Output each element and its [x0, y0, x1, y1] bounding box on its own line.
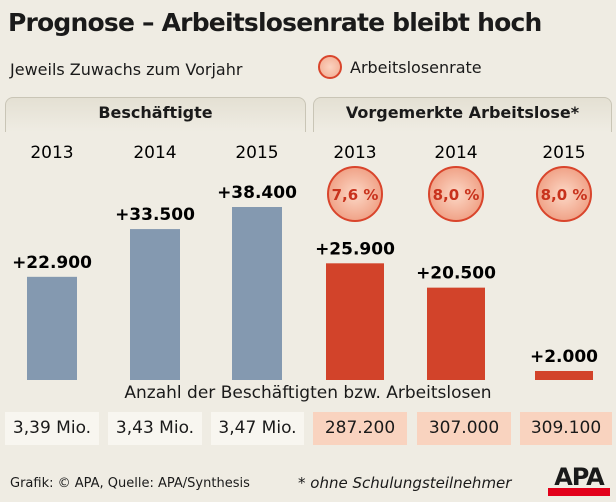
bar — [232, 207, 282, 380]
total-box: 309.100 — [520, 412, 612, 445]
value-label: +22.900 — [12, 253, 92, 273]
bar — [130, 229, 180, 380]
rate-circle — [428, 166, 484, 222]
year-label: 2013 — [333, 143, 376, 163]
panel-header-unemployed: Vorgemerkte Arbeitslose* — [313, 97, 612, 132]
footnote: * ohne Schulungsteilnehmer — [298, 474, 512, 492]
total-box: 3,43 Mio. — [108, 412, 202, 445]
bar — [535, 370, 593, 380]
subtitle: Jeweils Zuwachs zum Vorjahr — [10, 60, 243, 79]
apa-logo: APA — [548, 465, 610, 496]
rate-circle — [536, 166, 592, 222]
value-label: +2.000 — [530, 347, 598, 367]
year-label: 2013 — [30, 143, 73, 163]
totals-caption: Anzahl der Beschäftigten bzw. Arbeitslos… — [124, 383, 492, 403]
legend: Arbeitslosenrate — [318, 55, 482, 79]
value-label: +33.500 — [115, 205, 195, 225]
rate-label: 7,6 % — [332, 186, 379, 204]
rate-label: 8,0 % — [541, 186, 588, 204]
legend-label: Arbeitslosenrate — [350, 57, 482, 77]
bar — [427, 287, 485, 380]
total-box: 307.000 — [417, 412, 511, 445]
chart-title: Prognose – Arbeitslosenrate bleibt hoch — [8, 8, 542, 37]
total-box: 3,39 Mio. — [5, 412, 99, 445]
legend-circle-icon — [318, 55, 342, 79]
total-box: 3,47 Mio. — [211, 412, 304, 445]
rate-circle — [327, 166, 383, 222]
value-label: +20.500 — [416, 264, 496, 284]
total-box: 287.200 — [313, 412, 407, 445]
year-label: 2015 — [235, 143, 278, 163]
rate-label: 8,0 % — [433, 186, 480, 204]
value-label: +25.900 — [315, 239, 395, 259]
source-text: Grafik: © APA, Quelle: APA/Synthesis — [10, 476, 250, 491]
year-label: 2014 — [434, 143, 477, 163]
value-label: +38.400 — [217, 183, 297, 203]
bar — [27, 276, 77, 380]
bar — [326, 263, 384, 380]
year-label: 2014 — [133, 143, 176, 163]
panel-header-employed: Beschäftigte — [5, 97, 306, 132]
year-label: 2015 — [542, 143, 585, 163]
